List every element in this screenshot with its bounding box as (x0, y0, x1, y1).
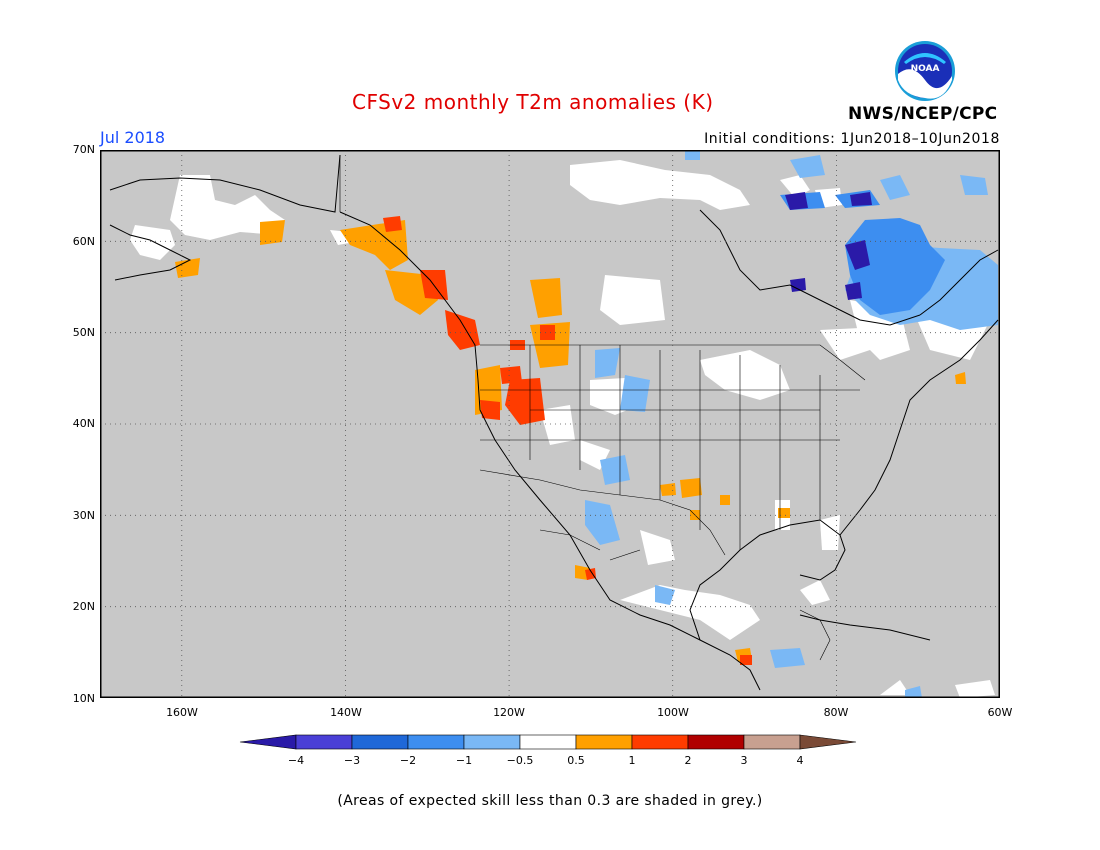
coastline-outlines (109, 154, 999, 691)
colorbar-swatches (239, 734, 857, 750)
colorbar-swatch (519, 734, 577, 750)
lon-label: 140W (330, 706, 362, 719)
lon-label: 120W (493, 706, 525, 719)
cool-anomaly-strong-regions (785, 192, 872, 300)
lat-label: 60N (72, 235, 95, 248)
lon-label: 80W (823, 706, 849, 719)
colorbar-legend: −4 −3 −2 −1 −0.5 0.5 1 2 3 4 (239, 734, 857, 767)
colorbar-swatch (575, 734, 633, 750)
chart-title: CFSv2 monthly T2m anomalies (K) (352, 90, 714, 114)
lat-label: 40N (72, 417, 95, 430)
colorbar-tick-label: 3 (741, 754, 748, 767)
colorbar-swatch (687, 734, 745, 750)
colorbar-swatch (295, 734, 353, 750)
skill-footnote: (Areas of expected skill less than 0.3 a… (337, 793, 763, 809)
initial-conditions-label: Initial conditions: 1Jun2018–10Jun2018 (704, 131, 1000, 147)
lat-label: 50N (72, 326, 95, 339)
colorbar-tick-label: −1 (456, 754, 472, 767)
colorbar-arrow-high (799, 734, 857, 750)
colorbar-tick-label: −3 (344, 754, 360, 767)
colorbar-arrow-low (239, 734, 297, 750)
colorbar-tick-labels: −4 −3 −2 −1 −0.5 0.5 1 2 3 4 (288, 754, 804, 767)
anomaly-map (100, 150, 1000, 698)
colorbar-tick-label: −2 (400, 754, 416, 767)
lon-label: 60W (987, 706, 1013, 719)
colorbar-tick-label: 0.5 (567, 754, 585, 767)
colorbar-tick-label: 4 (797, 754, 804, 767)
political-borders (339, 155, 866, 661)
noaa-logo-icon: NOAA (895, 41, 955, 101)
neutral-anomaly-regions (130, 160, 995, 698)
colorbar-tick-label: 1 (629, 754, 636, 767)
svg-text:NOAA: NOAA (911, 64, 940, 74)
colorbar-tick-label: 2 (685, 754, 692, 767)
colorbar-swatch (743, 734, 801, 750)
colorbar-tick-label: −0.5 (507, 754, 534, 767)
lon-label: 160W (166, 706, 198, 719)
forecast-month-label: Jul 2018 (100, 128, 166, 147)
lon-label: 100W (657, 706, 689, 719)
colorbar-swatch (351, 734, 409, 750)
colorbar-swatch (631, 734, 689, 750)
colorbar-swatch (463, 734, 521, 750)
lat-lon-gridlines (100, 150, 1000, 698)
lat-label: 30N (72, 509, 95, 522)
lat-label: 70N (72, 143, 95, 156)
agency-label: NWS/NCEP/CPC (848, 104, 998, 124)
lat-label: 20N (72, 600, 95, 613)
colorbar-swatch (407, 734, 465, 750)
lat-label: 10N (72, 692, 95, 705)
map-frame (100, 150, 1000, 698)
colorbar-tick-label: −4 (288, 754, 304, 767)
